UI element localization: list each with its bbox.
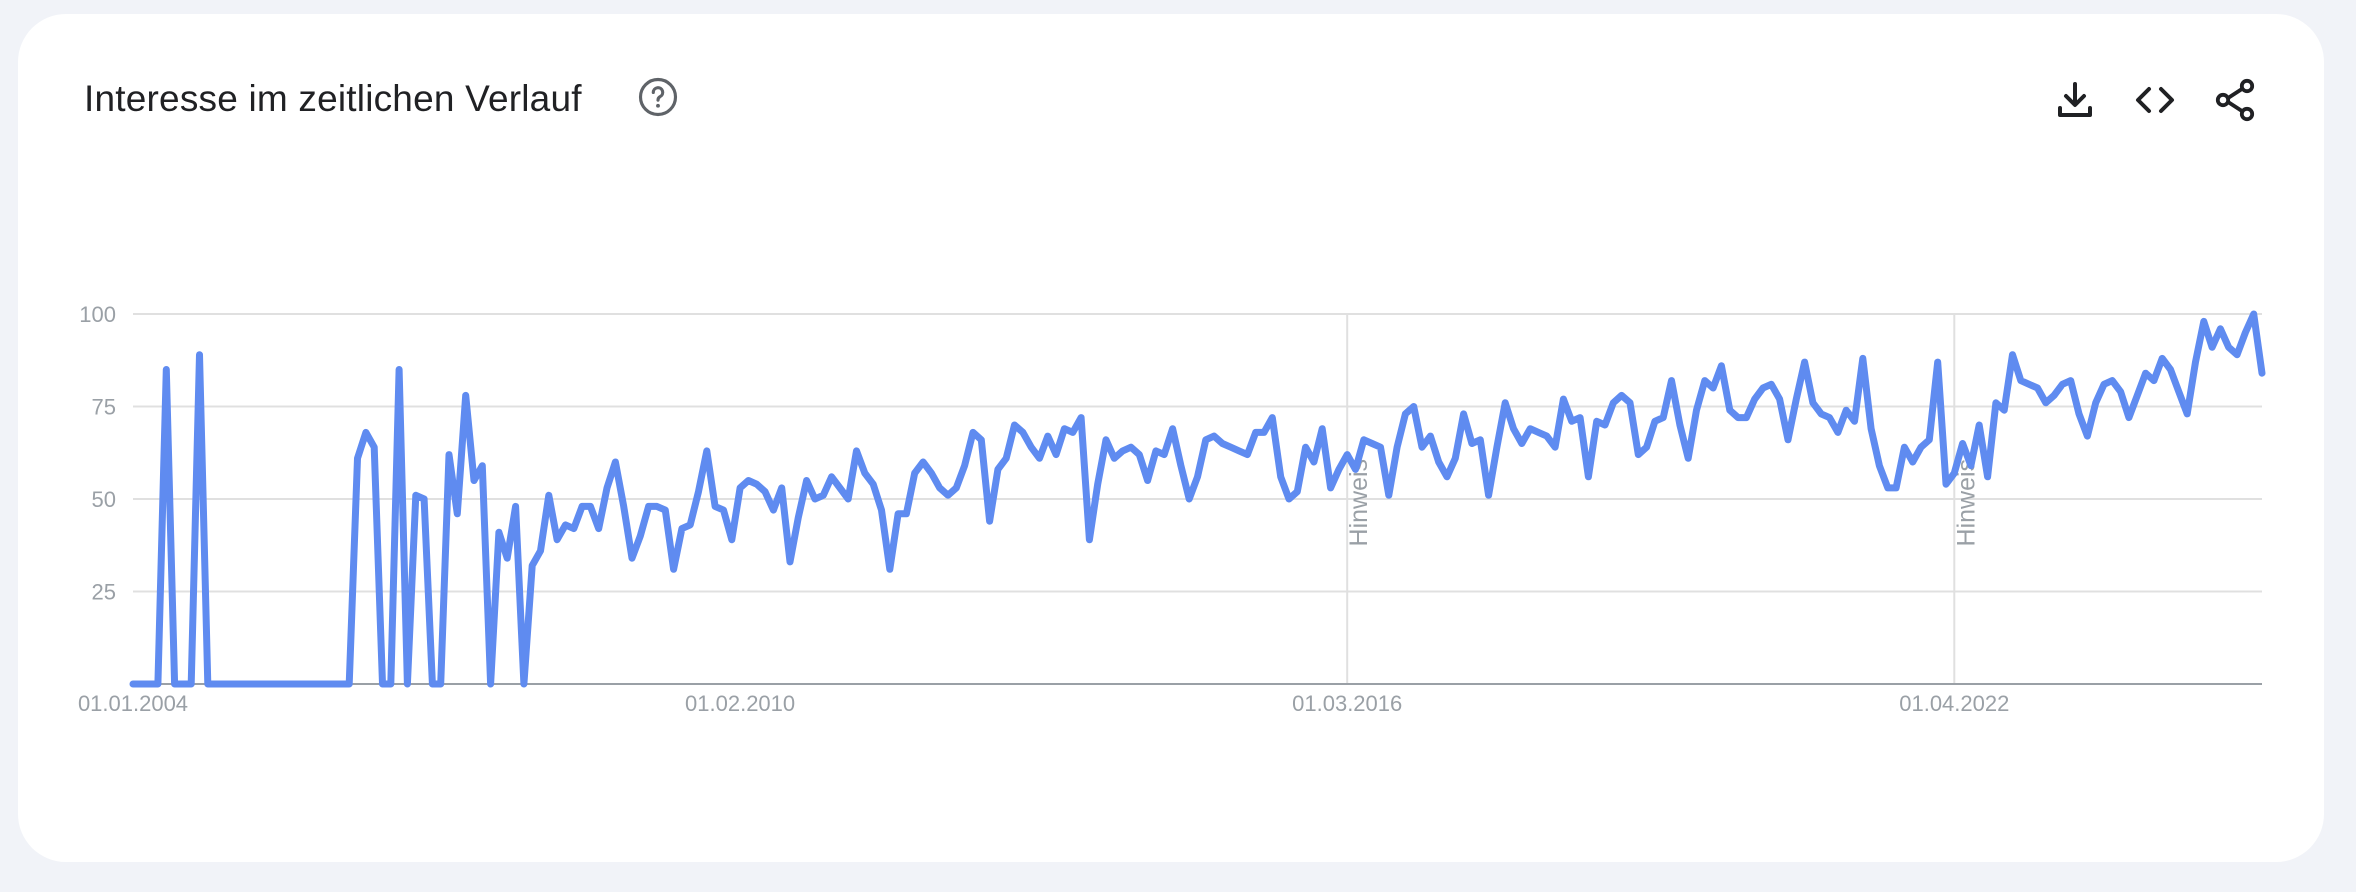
y-tick-label: 50 xyxy=(92,487,116,512)
annotation-label: Hinweis xyxy=(1345,459,1373,547)
help-circle-icon[interactable] xyxy=(637,76,679,118)
series-line xyxy=(129,310,2266,688)
chart-title: Interesse im zeitlichen Verlauf xyxy=(84,78,582,119)
x-tick-label: 01.03.2016 xyxy=(1292,691,1402,716)
x-tick-label: 01.01.2004 xyxy=(78,691,188,716)
download-button[interactable] xyxy=(2051,76,2099,124)
y-tick-label: 100 xyxy=(79,302,116,327)
embed-button[interactable] xyxy=(2131,76,2179,124)
x-tick-label: 01.02.2010 xyxy=(685,691,795,716)
y-tick-label: 25 xyxy=(92,580,116,605)
share-button[interactable] xyxy=(2211,76,2259,124)
download-icon xyxy=(2058,82,2092,117)
code-icon xyxy=(2136,87,2174,113)
share-icon xyxy=(2215,78,2255,122)
y-tick-label: 75 xyxy=(92,395,116,420)
x-tick-label: 01.04.2022 xyxy=(1899,691,2009,716)
